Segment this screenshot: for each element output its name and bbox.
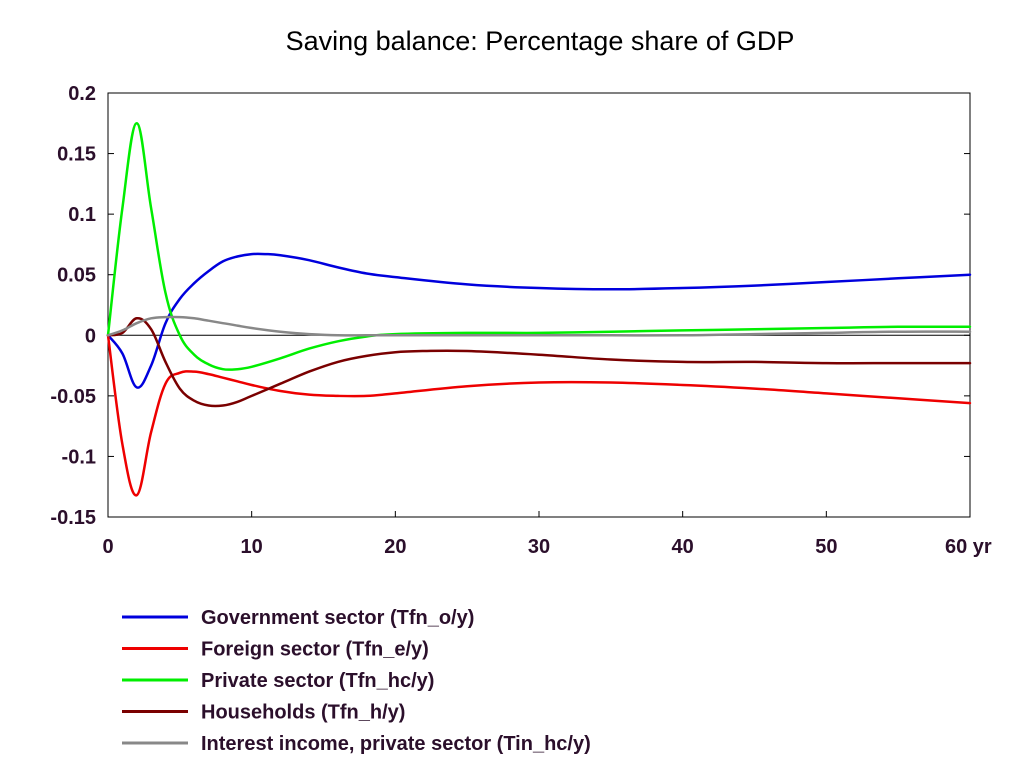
series-lines xyxy=(106,122,972,497)
legend-item: Private sector (Tfn_hc/y) xyxy=(122,670,434,692)
x-tick-label: 20 xyxy=(384,536,406,558)
y-tick-label: -0.15 xyxy=(50,507,96,529)
x-tick-label: 40 xyxy=(672,536,694,558)
series-line-4 xyxy=(106,317,972,408)
y-axis: 0.2 0.15 0.1 0.05 0 -0.05 -0.1 -0.15 xyxy=(50,83,970,529)
y-tick-label: 0.05 xyxy=(57,265,96,287)
chart-title: Saving balance: Percentage share of GDP xyxy=(286,26,795,56)
series-line-5 xyxy=(106,315,972,337)
legend-label: Government sector (Tfn_o/y) xyxy=(201,607,474,629)
x-tick-label: 50 xyxy=(815,536,837,558)
y-tick-label: -0.05 xyxy=(50,386,96,408)
x-tick-label: 0 xyxy=(102,536,113,558)
legend-label: Private sector (Tfn_hc/y) xyxy=(201,670,434,692)
legend-item: Government sector (Tfn_o/y) xyxy=(122,607,474,629)
x-tick-label: 60 yr xyxy=(945,536,992,558)
series-line-1 xyxy=(106,252,972,389)
x-tick-label: 30 xyxy=(528,536,550,558)
y-tick-label: 0.2 xyxy=(68,83,96,105)
x-axis: 0 10 20 30 40 50 60 yr xyxy=(102,511,992,558)
legend-item: Households (Tfn_h/y) xyxy=(122,702,405,724)
x-tick-label: 10 xyxy=(241,536,263,558)
legend-item: Foreign sector (Tfn_e/y) xyxy=(122,639,429,661)
y-tick-label: 0 xyxy=(85,325,96,347)
y-tick-label: 0.15 xyxy=(57,144,96,166)
plot-area xyxy=(107,92,971,518)
legend-label: Interest income, private sector (Tin_hc/… xyxy=(201,733,591,755)
y-tick-label: 0.1 xyxy=(68,204,96,226)
legend-label: Foreign sector (Tfn_e/y) xyxy=(201,639,429,661)
legend-label: Households (Tfn_h/y) xyxy=(201,702,405,724)
legend: Government sector (Tfn_o/y) Foreign secto… xyxy=(122,607,591,755)
y-tick-label: -0.1 xyxy=(62,446,96,468)
legend-item: Interest income, private sector (Tin_hc/… xyxy=(122,733,591,755)
series-line-3 xyxy=(106,122,972,371)
series-line-2 xyxy=(106,334,972,497)
